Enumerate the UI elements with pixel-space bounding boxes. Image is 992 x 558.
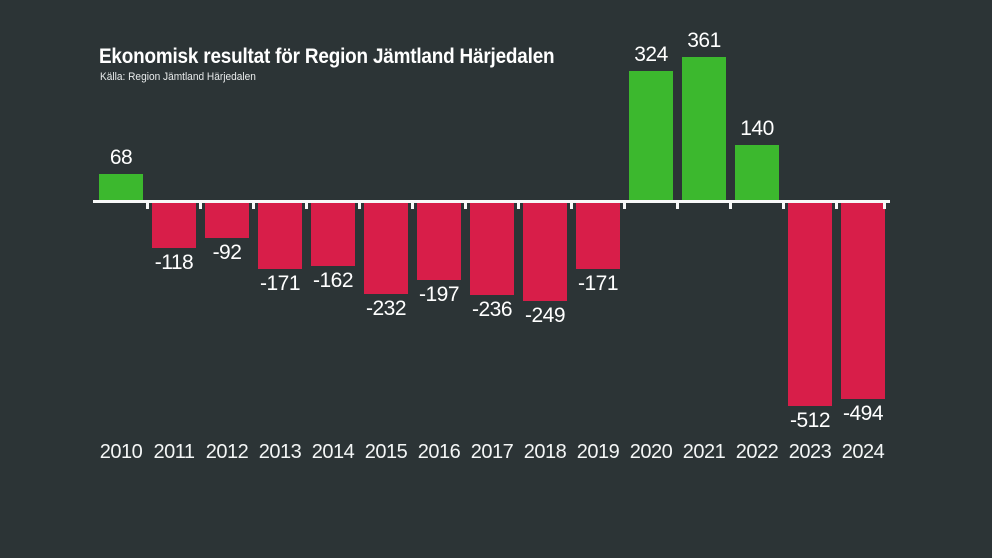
axis-tick <box>411 199 414 209</box>
bar-2017 <box>470 201 514 296</box>
axis-tick <box>623 199 626 209</box>
bar-2023 <box>788 201 832 406</box>
value-label-2020: 324 <box>634 43 668 67</box>
axis-tick <box>835 199 838 209</box>
value-label-2016: -197 <box>418 282 460 306</box>
value-label-2018: -249 <box>524 303 566 327</box>
value-label-2012: -92 <box>212 240 242 264</box>
axis-tick <box>358 199 361 209</box>
axis-tick <box>729 199 732 209</box>
bar-2022 <box>735 145 779 201</box>
value-label-2021: 361 <box>687 28 721 52</box>
axis-tick <box>199 199 202 209</box>
value-label-2023: -512 <box>789 408 831 432</box>
bar-2021 <box>682 56 726 201</box>
x-tick-label-2015: 2015 <box>364 441 408 463</box>
bar-2020 <box>629 71 673 201</box>
axis-tick <box>305 199 308 209</box>
axis-tick <box>464 199 467 209</box>
value-label-2024: -494 <box>842 401 884 425</box>
axis-tick <box>146 199 149 209</box>
bar-2015 <box>364 201 408 294</box>
bar-2018 <box>523 201 567 301</box>
x-tick-label-2020: 2020 <box>629 441 673 463</box>
x-tick-label-2023: 2023 <box>788 441 832 463</box>
value-label-2013: -171 <box>259 272 301 296</box>
value-label-2015: -232 <box>365 296 407 320</box>
x-tick-label-2021: 2021 <box>682 441 726 463</box>
chart-source-note: Källa: Region Jämtland Härjedalen <box>100 71 256 83</box>
chart-title: Ekonomisk resultat för Region Jämtland H… <box>99 45 555 68</box>
axis-tick <box>676 199 679 209</box>
value-label-2019: -171 <box>577 272 619 296</box>
x-tick-label-2016: 2016 <box>417 441 461 463</box>
bar-2011 <box>152 201 196 249</box>
value-label-2011: -118 <box>154 251 194 275</box>
x-tick-label-2013: 2013 <box>258 441 302 463</box>
x-tick-label-2022: 2022 <box>735 441 779 463</box>
x-tick-label-2018: 2018 <box>523 441 567 463</box>
bar-2012 <box>205 201 249 238</box>
bar-2019 <box>576 201 620 270</box>
x-tick-label-2012: 2012 <box>205 441 249 463</box>
bar-2016 <box>417 201 461 280</box>
x-tick-label-2017: 2017 <box>470 441 514 463</box>
x-tick-label-2011: 2011 <box>153 441 195 463</box>
value-label-2017: -236 <box>471 298 513 322</box>
axis-tick <box>252 199 255 209</box>
value-label-2010: 68 <box>109 145 133 169</box>
bar-2013 <box>258 201 302 270</box>
axis-tick <box>517 199 520 209</box>
bar-2010 <box>99 173 143 201</box>
value-label-2022: 140 <box>740 117 774 140</box>
bar-2014 <box>311 201 355 266</box>
x-axis-line <box>93 199 890 203</box>
x-tick-label-2010: 2010 <box>99 441 143 463</box>
x-tick-label-2014: 2014 <box>311 441 355 463</box>
axis-tick <box>782 199 785 209</box>
x-tick-label-2019: 2019 <box>576 441 620 463</box>
axis-tick-end <box>883 199 886 209</box>
x-tick-label-2024: 2024 <box>841 441 885 463</box>
value-label-2014: -162 <box>312 268 354 292</box>
axis-tick <box>570 199 573 209</box>
bar-2024 <box>841 201 885 399</box>
